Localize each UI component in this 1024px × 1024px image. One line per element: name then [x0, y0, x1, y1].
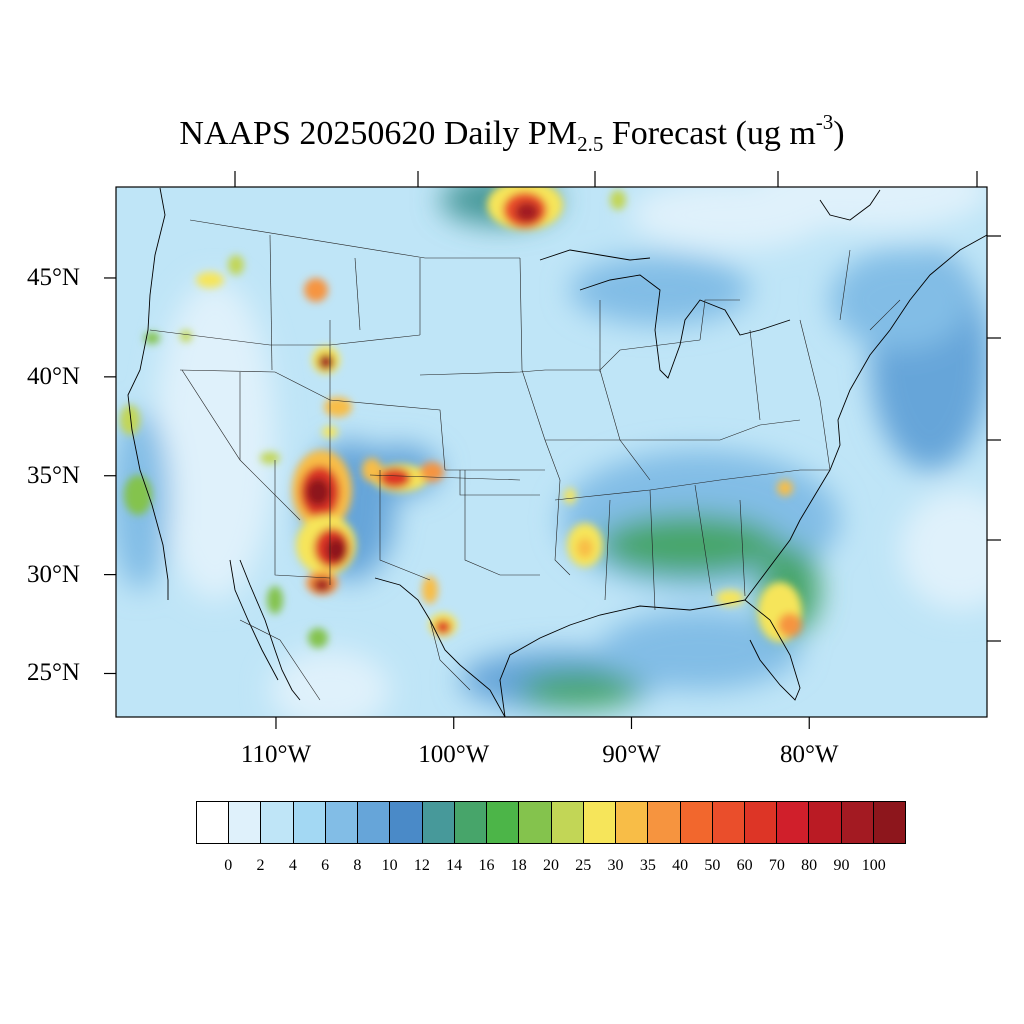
- lat-tick-label: 35°N: [26, 461, 80, 489]
- title-close: ): [833, 115, 845, 152]
- colorbar-box: [841, 802, 874, 843]
- map-frame: [115, 186, 988, 718]
- colorbar-label: 50: [704, 857, 721, 874]
- colorbar-box: [519, 802, 552, 843]
- lon-tick-label: 110°W: [240, 741, 312, 768]
- colorbar-label: 14: [446, 857, 463, 874]
- colorbar-box: [325, 802, 359, 843]
- colorbar-label: 40: [672, 857, 689, 874]
- colorbar-label: 4: [288, 857, 297, 874]
- title-main: NAAPS 20250620 Daily PM: [179, 115, 578, 152]
- colorbar-label: 12: [413, 857, 430, 874]
- colorbar-box: [551, 802, 584, 843]
- colorbar-label: 6: [321, 857, 330, 874]
- coastlines: [127, 187, 987, 717]
- axis-ticks: [104, 171, 1001, 729]
- colorbar-box: [873, 802, 906, 843]
- lat-tick-label: 25°N: [26, 659, 80, 687]
- lat-tick-label: 45°N: [26, 263, 80, 291]
- pm25-hotspots: [120, 187, 802, 648]
- colorbar-label: 16: [478, 857, 495, 874]
- title-middle: Forecast (ug m: [603, 115, 816, 152]
- colorbar-box: [712, 802, 745, 843]
- colorbar-box: [648, 802, 681, 843]
- colorbar-label: 10: [381, 857, 398, 874]
- colorbar-box: [229, 802, 262, 843]
- colorbar-box: [197, 802, 230, 843]
- colorbar-label: 100: [861, 857, 886, 874]
- colorbar-box: [261, 802, 294, 843]
- state-borders: [149, 219, 901, 611]
- colorbar-box: [616, 802, 649, 843]
- colorbar-box: [680, 802, 713, 843]
- colorbar-box: [487, 802, 520, 843]
- colorbar: [196, 801, 906, 844]
- colorbar-label: 35: [639, 857, 656, 874]
- colorbar-box: [777, 802, 810, 843]
- mexico-borders: [239, 619, 471, 701]
- colorbar-box: [358, 802, 391, 843]
- lat-tick-label: 40°N: [26, 362, 80, 390]
- colorbar-label: 25: [575, 857, 592, 874]
- colorbar-box: [583, 802, 617, 843]
- colorbar-label: 70: [768, 857, 785, 874]
- map-title: NAAPS 20250620 Daily PM2.5 Forecast (ug …: [0, 112, 1024, 156]
- colorbar-box: [809, 802, 842, 843]
- lon-tick-label: 80°W: [779, 741, 839, 768]
- colorbar-box: [454, 802, 488, 843]
- colorbar-label: 80: [801, 857, 818, 874]
- colorbar-label: 8: [353, 857, 362, 874]
- title-superscript: -3: [815, 110, 834, 134]
- lon-tick-label: 100°W: [418, 741, 490, 768]
- colorbar-box: [293, 802, 326, 843]
- colorbar-box: [390, 802, 423, 843]
- colorbar-label: 60: [736, 857, 753, 874]
- colorbar-label: 20: [543, 857, 559, 874]
- colorbar-box: [744, 802, 778, 843]
- colorbar-label: 30: [607, 857, 624, 874]
- title-subscript: 2.5: [577, 132, 604, 156]
- colorbar-label: 90: [833, 857, 850, 874]
- lon-tick-label: 90°W: [602, 741, 661, 768]
- colorbar-box: [422, 802, 455, 843]
- colorbar-label: 18: [510, 857, 527, 874]
- map-panel: [116, 187, 987, 717]
- colorbar-label: 2: [256, 857, 265, 874]
- lat-tick-label: 30°N: [26, 560, 80, 588]
- colorbar-label: 0: [224, 857, 233, 874]
